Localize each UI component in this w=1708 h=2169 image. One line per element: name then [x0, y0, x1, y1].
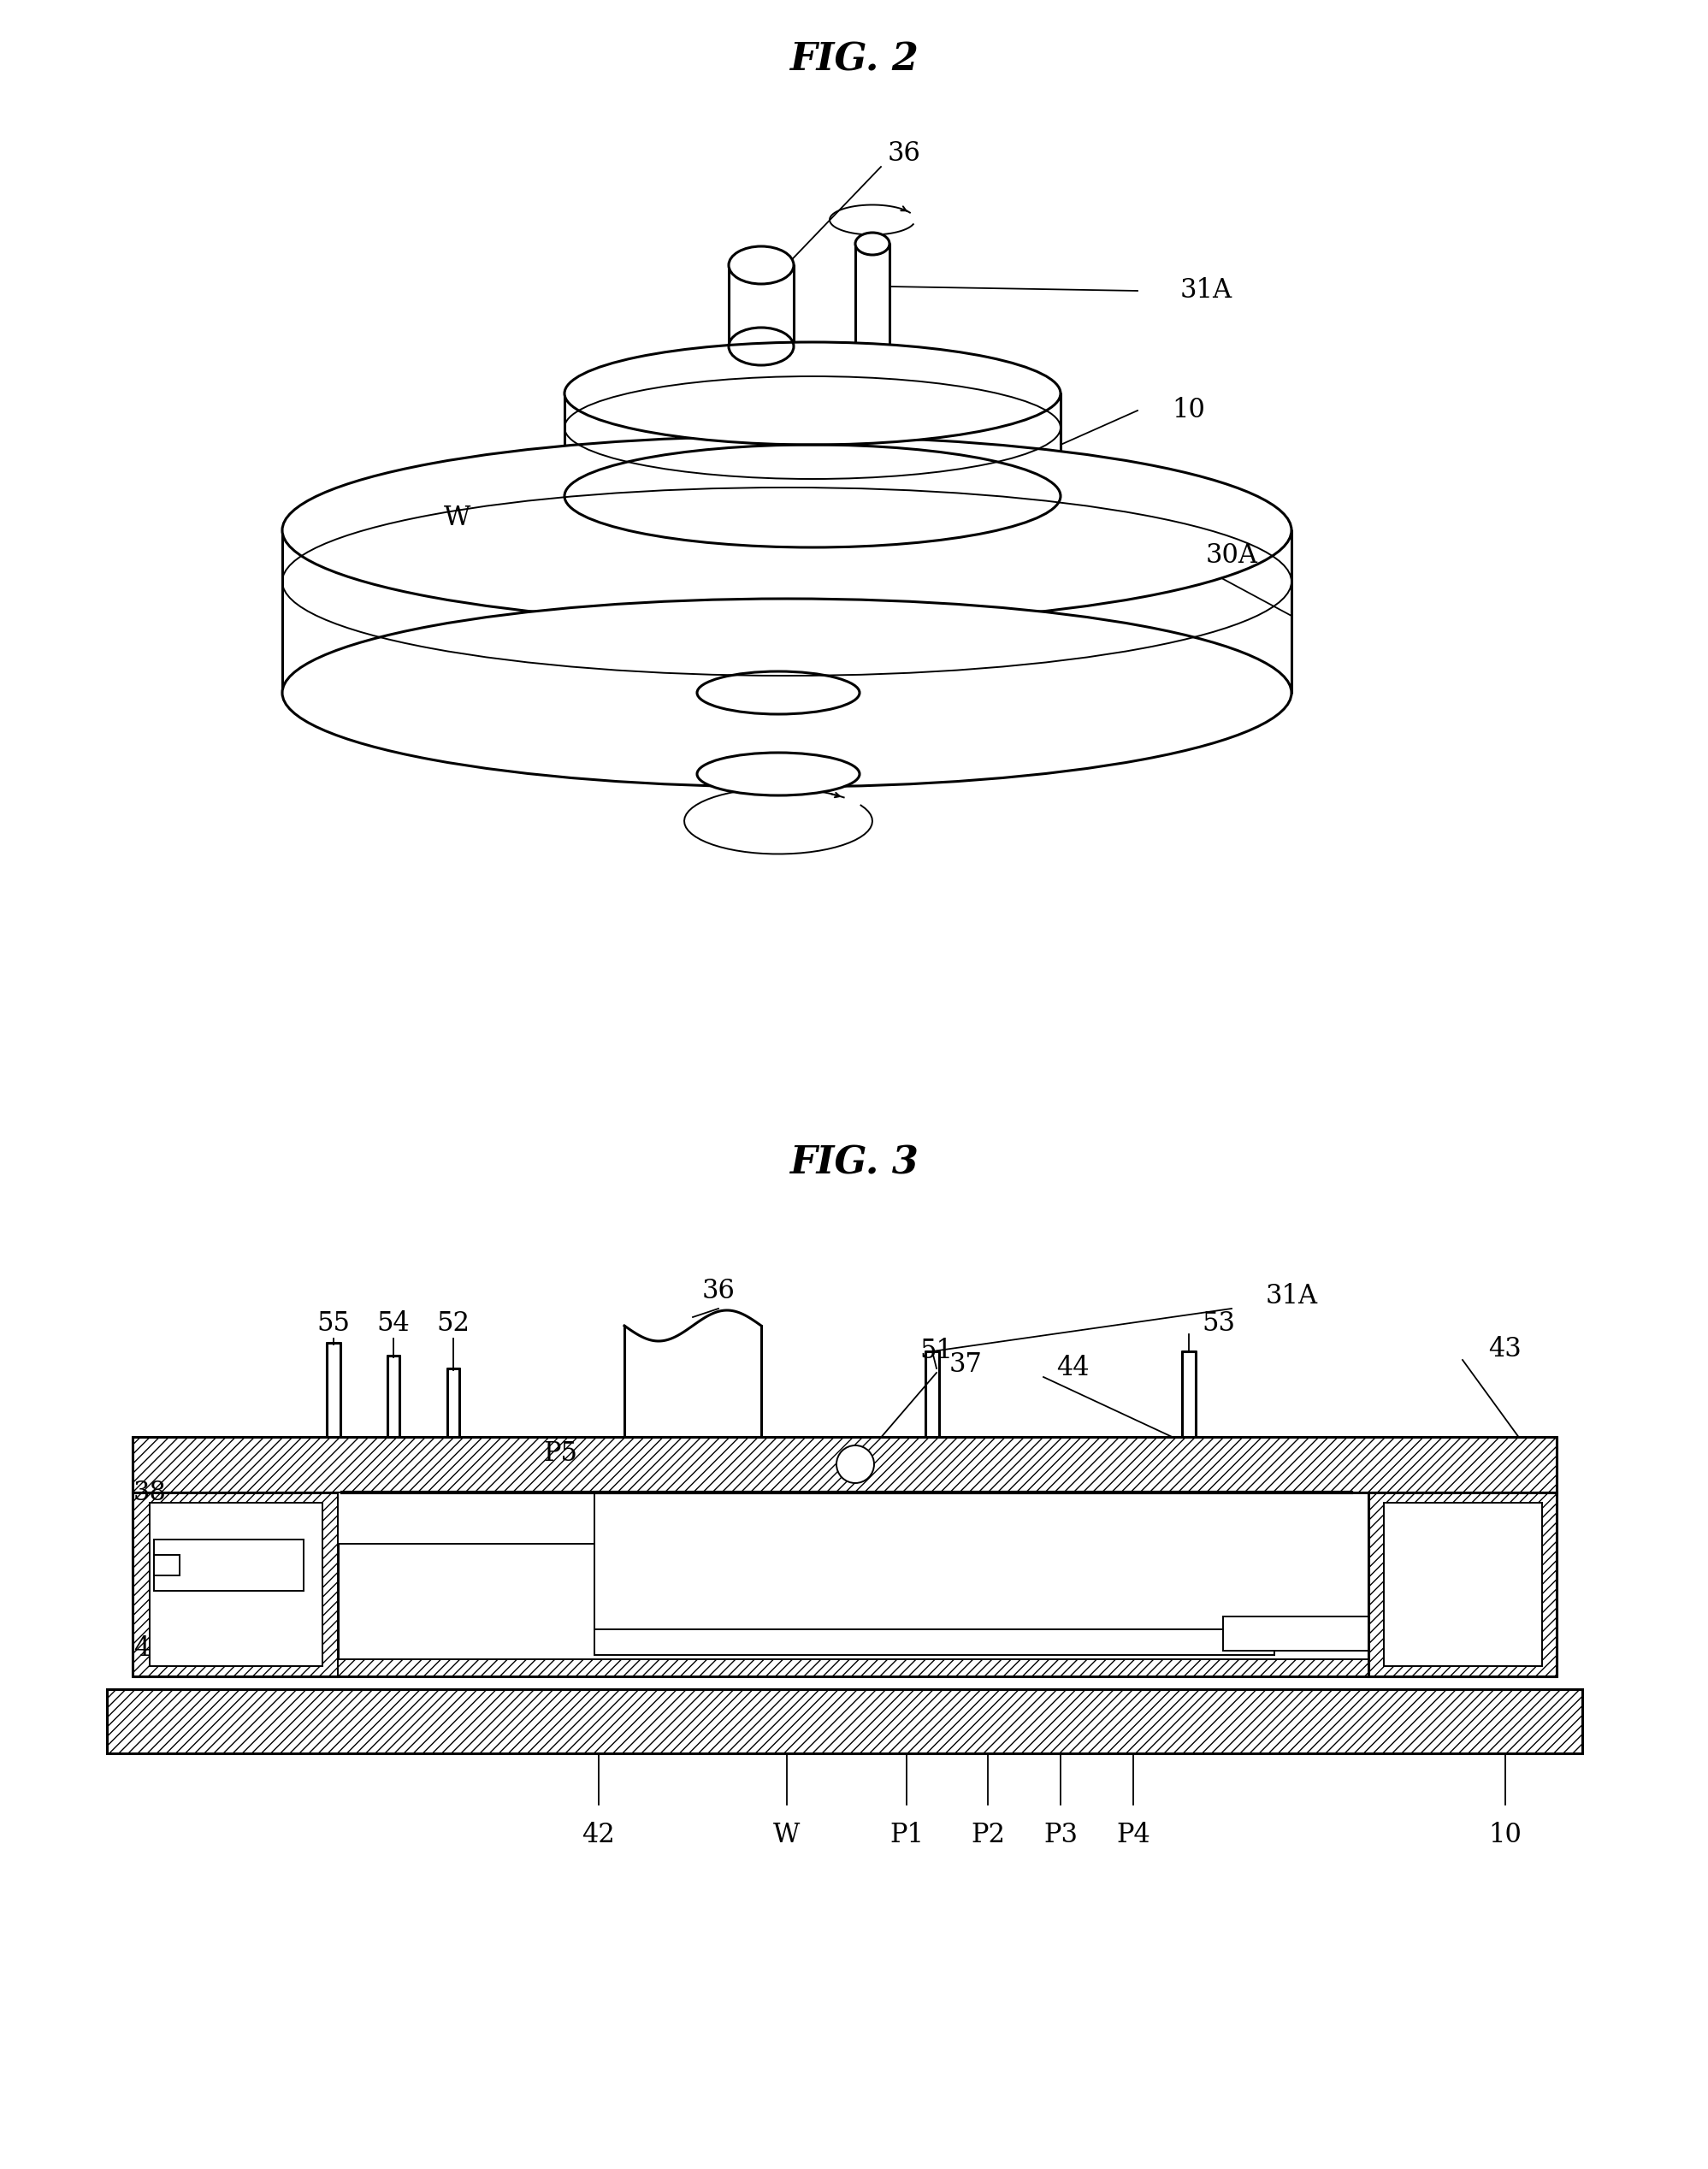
Bar: [108, 1690, 1582, 1753]
Bar: [133, 1492, 338, 1677]
Text: P2: P2: [970, 1822, 1004, 1848]
Text: 44: 44: [1056, 1356, 1090, 1382]
Ellipse shape: [856, 232, 890, 256]
Text: 10: 10: [1489, 1822, 1522, 1848]
Text: W: W: [774, 1822, 801, 1848]
Bar: [154, 1540, 304, 1590]
Bar: [154, 1555, 179, 1575]
Text: 40: 40: [133, 1635, 167, 1661]
Text: FIG. 2: FIG. 2: [789, 41, 919, 78]
Text: P3: P3: [1044, 1822, 1078, 1848]
Ellipse shape: [697, 753, 859, 796]
Ellipse shape: [282, 436, 1291, 625]
Bar: [338, 1492, 594, 1544]
Text: W: W: [444, 503, 471, 531]
Bar: [338, 1659, 1368, 1677]
Bar: [1223, 1616, 1368, 1651]
Bar: [594, 1629, 1274, 1655]
Text: 38: 38: [133, 1479, 167, 1505]
Text: 36: 36: [702, 1278, 734, 1306]
Text: 42: 42: [582, 1822, 615, 1848]
Ellipse shape: [729, 247, 794, 284]
Text: 54: 54: [377, 1310, 410, 1338]
Text: 51: 51: [921, 1338, 953, 1364]
Text: 36: 36: [888, 141, 921, 167]
Circle shape: [837, 1445, 874, 1484]
Text: 43: 43: [1488, 1336, 1522, 1362]
Text: P4: P4: [1117, 1822, 1149, 1848]
Text: 55: 55: [318, 1310, 350, 1338]
Text: 37: 37: [950, 1351, 982, 1377]
Text: 53: 53: [1202, 1310, 1235, 1338]
Text: 10: 10: [1172, 397, 1204, 423]
Ellipse shape: [282, 599, 1291, 787]
Text: P1: P1: [890, 1822, 924, 1848]
Text: FIG. 3: FIG. 3: [789, 1145, 919, 1182]
Text: P5: P5: [543, 1440, 577, 1466]
Bar: [133, 1436, 1556, 1492]
Text: 31A: 31A: [1180, 278, 1233, 304]
Bar: [1368, 1492, 1556, 1677]
Bar: [150, 1503, 323, 1666]
Ellipse shape: [564, 343, 1061, 445]
Text: 31A: 31A: [1266, 1282, 1319, 1310]
Bar: [1383, 1503, 1542, 1666]
Text: 30A: 30A: [1206, 542, 1259, 568]
Text: 52: 52: [437, 1310, 470, 1338]
